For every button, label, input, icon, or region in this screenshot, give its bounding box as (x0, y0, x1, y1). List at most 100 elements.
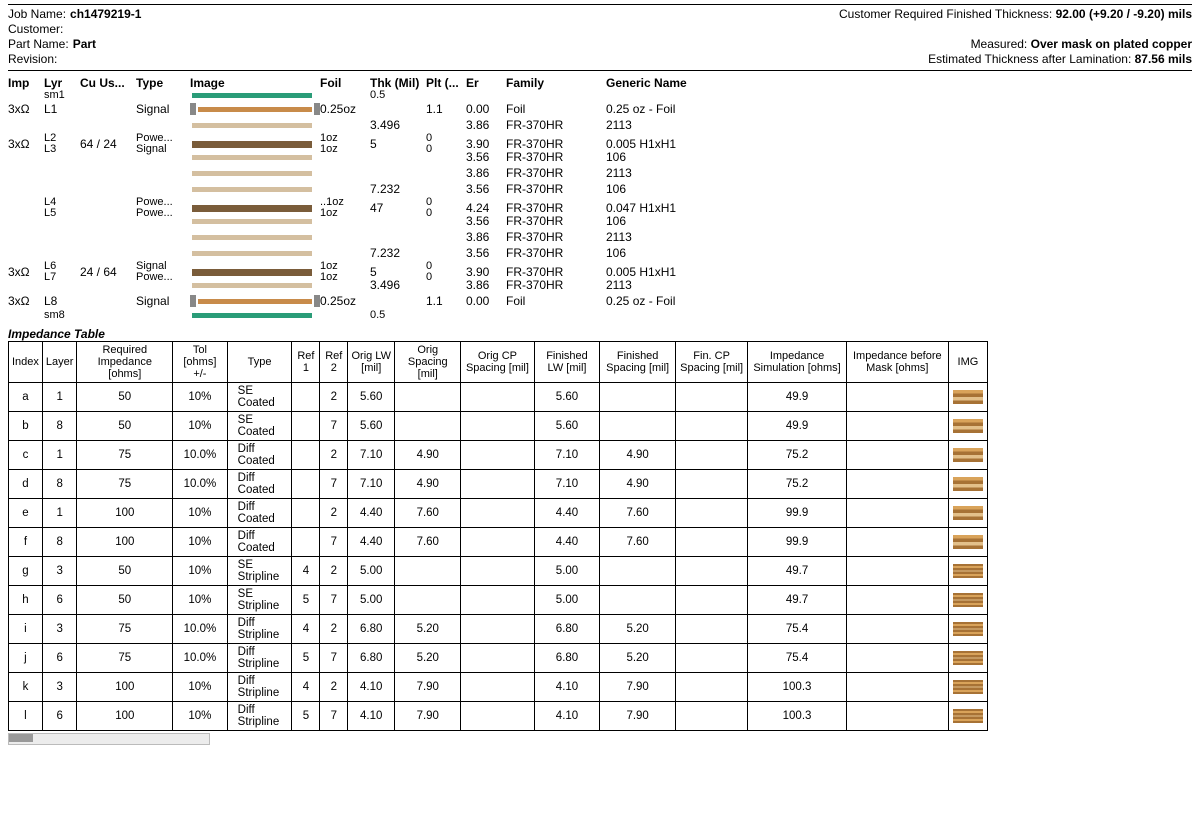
stackup-image (190, 101, 320, 117)
stackup-swatch-icon (953, 651, 983, 665)
stackup-row[interactable]: sm10.5 (8, 89, 1192, 101)
impedance-row[interactable]: l610010%Diff Stripline574.107.904.107.90… (9, 702, 988, 731)
stackup-image (190, 181, 320, 197)
stackup-row[interactable]: 3xΩL1Signal0.25oz1.10.00Foil0.25 oz - Fo… (8, 101, 1192, 117)
impedance-row[interactable]: b85010%SE Coated75.605.6049.9 (9, 412, 988, 441)
stackup-image (190, 309, 320, 321)
impedance-col-header: Index (9, 342, 43, 383)
col-foil: Foil (320, 77, 370, 89)
impedance-img-cell (948, 673, 987, 702)
stackup-swatch-icon (953, 506, 983, 520)
stackup-image (190, 165, 320, 181)
impedance-col-header: Finished LW [mil] (534, 342, 600, 383)
stackup-swatch-icon (953, 622, 983, 636)
impedance-row[interactable]: a15010%SE Coated25.605.6049.9 (9, 383, 988, 412)
stackup-image (190, 213, 320, 229)
stackup-swatch-icon (953, 535, 983, 549)
stackup-image (190, 277, 320, 293)
stackup-row[interactable]: 7.2323.56FR-370HR106 (8, 245, 1192, 261)
etal-value: 87.56 mils (1135, 52, 1192, 66)
partname-value: Part (73, 37, 96, 51)
stackup-row[interactable]: sm80.5 (8, 309, 1192, 321)
impedance-img-cell (948, 557, 987, 586)
partname-label: Part Name: (8, 37, 69, 51)
etal-label: Estimated Thickness after Lamination: (928, 52, 1131, 66)
col-thk: Thk (Mil) (370, 77, 426, 89)
impedance-col-header: Orig CP Spacing [mil] (461, 342, 534, 383)
revision-label: Revision: (8, 52, 57, 66)
stackup-swatch-icon (953, 680, 983, 694)
impedance-img-cell (948, 615, 987, 644)
impedance-col-header: Orig LW [mil] (348, 342, 395, 383)
col-gname: Generic Name (606, 77, 746, 89)
stackup-swatch-icon (953, 564, 983, 578)
impedance-col-header: Layer (42, 342, 77, 383)
stackup-image (190, 229, 320, 245)
impedance-row[interactable]: i37510.0%Diff Stripline426.805.206.805.2… (9, 615, 988, 644)
impedance-col-header: Ref 1 (292, 342, 320, 383)
impedance-title: Impedance Table (8, 327, 1192, 341)
impedance-col-header: Orig Spacing [mil] (395, 342, 461, 383)
stackup-row[interactable]: 3.86FR-370HR2113 (8, 229, 1192, 245)
impedance-img-cell (948, 702, 987, 731)
impedance-row[interactable]: k310010%Diff Stripline424.107.904.107.90… (9, 673, 988, 702)
col-type: Type (136, 77, 190, 89)
stackup-row[interactable]: 3xΩL8Signal0.25oz1.10.00Foil0.25 oz - Fo… (8, 293, 1192, 309)
impedance-col-header: Impedance Simulation [ohms] (748, 342, 846, 383)
impedance-col-header: Fin. CP Spacing [mil] (675, 342, 747, 383)
header-divider (8, 70, 1192, 71)
col-plt: Plt (... (426, 77, 466, 89)
impedance-img-cell (948, 528, 987, 557)
impedance-img-cell (948, 470, 987, 499)
impedance-table: IndexLayerRequired Impedance [ohms]Tol [… (8, 341, 988, 731)
impedance-col-header: Type (227, 342, 292, 383)
impedance-col-header: Required Impedance [ohms] (77, 342, 173, 383)
impedance-img-cell (948, 412, 987, 441)
impedance-col-header: Impedance before Mask [ohms] (846, 342, 948, 383)
stackup-image (190, 89, 320, 101)
impedance-row[interactable]: c17510.0%Diff Coated27.104.907.104.9075.… (9, 441, 988, 470)
impedance-img-cell (948, 586, 987, 615)
stackup-image (190, 245, 320, 261)
stackup-row[interactable]: L4L5Powe...Powe.....1oz1oz47004.24FR-370… (8, 197, 1192, 213)
jobname-value: ch1479219-1 (70, 7, 141, 21)
stackup-swatch-icon (953, 448, 983, 462)
customer-label: Customer: (8, 22, 63, 36)
impedance-row[interactable]: d87510.0%Diff Coated77.104.907.104.9075.… (9, 470, 988, 499)
impedance-row[interactable]: j67510.0%Diff Stripline576.805.206.805.2… (9, 644, 988, 673)
col-lyr: Lyr (44, 77, 80, 89)
stackup-body: sm10.53xΩL1Signal0.25oz1.10.00Foil0.25 o… (8, 89, 1192, 321)
stackup-swatch-icon (953, 709, 983, 723)
stackup-row[interactable]: 3.4963.86FR-370HR2113 (8, 117, 1192, 133)
stackup-row[interactable]: 3xΩL2L364 / 24Powe...Signal1oz1oz5003.90… (8, 133, 1192, 149)
crft-label: Customer Required Finished Thickness: (839, 7, 1052, 21)
impedance-img-cell (948, 383, 987, 412)
measured-value: Over mask on plated copper (1031, 37, 1192, 51)
col-image: Image (190, 77, 320, 89)
impedance-header-row: IndexLayerRequired Impedance [ohms]Tol [… (9, 342, 988, 383)
stackup-row[interactable]: 3.86FR-370HR2113 (8, 165, 1192, 181)
impedance-row[interactable]: e110010%Diff Coated24.407.604.407.6099.9 (9, 499, 988, 528)
impedance-row[interactable]: f810010%Diff Coated74.407.604.407.6099.9 (9, 528, 988, 557)
stackup-row[interactable]: 7.2323.56FR-370HR106 (8, 181, 1192, 197)
col-er: Er (466, 77, 506, 89)
stackup-image (190, 293, 320, 309)
impedance-col-header: Tol [ohms] +/- (173, 342, 228, 383)
impedance-col-header: Finished Spacing [mil] (600, 342, 676, 383)
impedance-col-header: IMG (948, 342, 987, 383)
stackup-row[interactable]: 3xΩL6L724 / 64SignalPowe...1oz1oz5003.90… (8, 261, 1192, 277)
stackup-image (190, 117, 320, 133)
col-cu: Cu Us... (80, 77, 136, 89)
stackup-image (190, 149, 320, 165)
col-imp: Imp (8, 77, 44, 89)
impedance-row[interactable]: h65010%SE Stripline575.005.0049.7 (9, 586, 988, 615)
crft-value: 92.00 (+9.20 / -9.20) mils (1056, 7, 1192, 21)
impedance-img-cell (948, 644, 987, 673)
stackup-swatch-icon (953, 390, 983, 404)
impedance-img-cell (948, 499, 987, 528)
impedance-img-cell (948, 441, 987, 470)
stackup-swatch-icon (953, 419, 983, 433)
horizontal-scrollbar[interactable] (8, 733, 210, 745)
stackup-header-row: Imp Lyr Cu Us... Type Image Foil Thk (Mi… (8, 77, 1192, 89)
impedance-row[interactable]: g35010%SE Stripline425.005.0049.7 (9, 557, 988, 586)
